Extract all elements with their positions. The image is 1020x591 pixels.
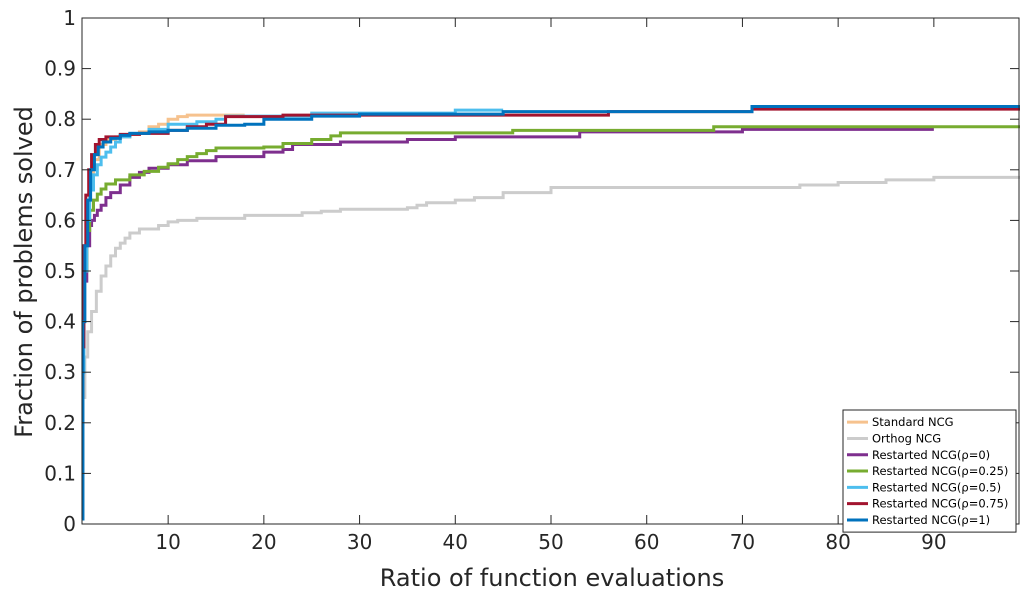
x-tick-label: 60 [634,530,659,554]
x-tick-label: 10 [155,530,180,554]
x-tick-label: 70 [730,530,755,554]
y-tick-label: 0.3 [44,360,76,384]
y-tick-label: 0.1 [44,461,76,485]
x-tick-label: 40 [443,530,468,554]
series-line-6 [81,105,1020,521]
legend-entry: Restarted NCG(ρ=0.25) [872,464,1008,478]
legend: Standard NCG Orthog NCG Restarted NCG(ρ=0)… [842,409,1017,533]
y-tick-label: 0.6 [44,208,76,232]
y-tick-label: 0.2 [44,411,76,435]
y-tick-label: 0.9 [44,57,76,81]
legend-box [842,409,1017,533]
axes-layer: 10 20 30 40 50 60 70 80 90 0 0.1 0.2 0.3 0.4 0.5 0.6 0.7… [44,6,1020,554]
x-tick-label: 20 [251,530,276,554]
legend-entry: Restarted NCG(ρ=0) [872,448,990,462]
y-tick-label: 0 [63,512,76,536]
y-tick-label: 0.7 [44,158,76,182]
y-tick-label: 0.8 [44,107,76,131]
legend-entry: Standard NCG [872,415,954,429]
series-line-3 [82,125,1020,349]
x-tick-label: 80 [825,530,850,554]
x-tick-label: 90 [921,530,946,554]
x-tick-label: 30 [347,530,372,554]
y-tick-label: 0.5 [44,259,76,283]
x-axis-label: Ratio of function evaluations [380,564,724,591]
y-tick-label: 0.4 [44,310,76,334]
legend-entry: Restarted NCG(ρ=0.75) [872,497,1008,511]
legend-entry: Orthog NCG [872,431,941,445]
y-tick-label: 1 [63,6,76,30]
y-axis-label: Fraction of problems solved [10,106,38,438]
series-layer [81,105,1020,521]
series-line-1 [82,175,1020,399]
x-tick-label: 50 [538,530,563,554]
legend-entry: Restarted NCG(ρ=0.5) [872,480,1001,494]
legend-entry: Restarted NCG(ρ=1) [872,513,990,527]
